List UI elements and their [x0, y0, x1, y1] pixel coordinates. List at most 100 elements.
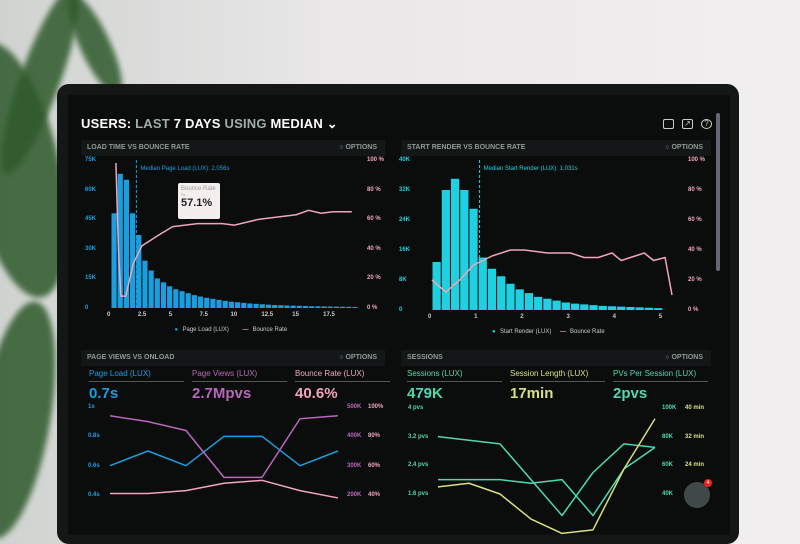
y-tick-label: 3.2 pvs	[408, 433, 429, 440]
histogram-bar	[598, 305, 607, 310]
y-tick-label: 24K	[399, 217, 411, 223]
legend-line: —	[242, 327, 249, 333]
stat-value: 17min	[510, 385, 554, 402]
histogram-bar	[617, 306, 626, 310]
y2-tick-label: 100 %	[367, 157, 385, 163]
histogram-bar	[654, 308, 663, 310]
page-title[interactable]: USERS: LAST 7 DAYS USING MEDIAN ⌄	[81, 116, 338, 132]
stat-value: 2pvs	[613, 385, 648, 402]
histogram-bar	[290, 305, 296, 308]
histogram-bar	[167, 286, 173, 308]
histogram-bar	[506, 283, 515, 310]
histogram-bar	[284, 305, 290, 308]
histogram-bar	[497, 276, 506, 310]
histogram-bar	[185, 293, 191, 308]
y2-tick-label: 20 %	[367, 275, 381, 282]
x-tick-label: 4	[612, 314, 616, 320]
dashboard-screen: USERS: LAST 7 DAYS USING MEDIAN ⌄ ↗ ? LO…	[68, 95, 730, 535]
histogram-bar	[296, 305, 302, 308]
histogram-bar	[173, 289, 179, 308]
histogram-bar	[179, 291, 185, 308]
x-tick-label: 3	[566, 314, 570, 320]
y-tick-label: 8K	[399, 277, 407, 283]
y3-tick-label: 40%	[368, 492, 381, 498]
legend-item: Start Render (LUX)	[500, 329, 552, 335]
x-tick-label: 1	[474, 314, 478, 320]
panel-header: SESSIONS ○ OPTIONS	[401, 350, 711, 366]
stat-label: Page Views (LUX)	[192, 369, 287, 382]
bounce-rate-line	[431, 249, 673, 296]
y-tick-label: 0.6s	[88, 462, 100, 469]
charts-canvas	[109, 160, 673, 535]
panel-title: START RENDER VS BOUNCE RATE	[407, 144, 526, 151]
y2-tick-label: 40 %	[367, 245, 381, 252]
panel-title: SESSIONS	[407, 354, 443, 361]
histogram-bar	[210, 298, 216, 308]
histogram-bar	[302, 306, 309, 308]
chat-badge: 4	[704, 479, 712, 487]
histogram-bar	[309, 306, 315, 308]
stat-label: Page Load (LUX)	[89, 369, 184, 382]
stat-label: PVs Per Session (LUX)	[613, 369, 708, 382]
histogram-bar	[352, 307, 358, 308]
y-tick-label: 16K	[399, 247, 411, 253]
histogram-bar	[272, 305, 278, 308]
y-tick-label: 60K	[85, 186, 97, 193]
y-tick-label: 4 pvs	[408, 405, 424, 411]
y3-tick-label: 100%	[368, 404, 384, 410]
panel-header: LOAD TIME VS BOUNCE RATE ○ OPTIONS	[81, 140, 385, 156]
gear-icon: ○	[665, 144, 672, 151]
histogram-bar	[469, 208, 478, 310]
scrollbar[interactable]	[716, 113, 720, 271]
stat-label: Session Length (LUX)	[510, 369, 605, 382]
histogram-bar	[543, 298, 552, 310]
y-tick-label: 0	[399, 307, 403, 313]
y-tick-label: 1.6 pvs	[408, 491, 429, 497]
legend-dot: ●	[492, 329, 496, 335]
y2-tick-label: 300K	[347, 462, 362, 469]
y-tick-label: 40K	[399, 157, 411, 163]
x-tick-label: 7.5	[199, 312, 208, 318]
histogram-bar	[321, 306, 327, 308]
histogram-bar	[111, 213, 117, 308]
x-tick-label: 2	[520, 314, 524, 320]
header-icons: ↗ ?	[663, 119, 712, 129]
histogram-bar	[339, 306, 346, 308]
histogram-bar	[117, 173, 123, 308]
options-button[interactable]: ○ OPTIONS	[665, 350, 703, 366]
histogram-bar	[607, 306, 617, 310]
panel-title: PAGE VIEWS VS ONLOAD	[87, 354, 175, 361]
histogram-bar	[441, 190, 450, 310]
monitor-icon[interactable]	[663, 119, 674, 129]
histogram-bar	[148, 270, 154, 308]
share-icon[interactable]: ↗	[682, 119, 693, 129]
options-button[interactable]: ○ OPTIONS	[339, 140, 377, 156]
title-using: USING	[224, 116, 271, 131]
bounce-rate-tooltip: Bounce Rate 7s 57.1%	[178, 183, 220, 219]
y-tick-label: 75K	[85, 157, 97, 163]
y2-tick-label: 20 %	[688, 277, 702, 283]
histogram-bar	[478, 257, 487, 310]
title-range: 7 DAYS	[173, 116, 225, 131]
y-tick-label: 0	[85, 305, 89, 311]
histogram-bar	[247, 303, 253, 308]
y2-tick-label: 80 %	[367, 186, 381, 193]
options-button[interactable]: ○ OPTIONS	[339, 350, 377, 366]
y-tick-label: 30K	[85, 245, 97, 252]
options-button[interactable]: ○ OPTIONS	[665, 140, 703, 156]
gear-icon: ○	[339, 144, 346, 151]
histogram-bar	[589, 305, 598, 310]
stat-label: Sessions (LUX)	[407, 369, 502, 382]
y2-tick-label: 60 %	[367, 216, 381, 223]
legend-item: Bounce Rate	[252, 327, 288, 333]
stat-value: 2.7Mpvs	[192, 385, 252, 402]
options-label: OPTIONS	[345, 144, 377, 151]
chevron-down-icon[interactable]: ⌄	[326, 116, 338, 131]
series-line	[109, 415, 339, 479]
y2-tick-label: 80 %	[688, 187, 702, 193]
histogram-bar	[534, 296, 543, 310]
help-icon[interactable]: ?	[701, 119, 712, 129]
histogram-bar	[222, 300, 228, 308]
y2-tick-label: 60 %	[688, 217, 702, 223]
panel-title: LOAD TIME VS BOUNCE RATE	[87, 144, 190, 151]
